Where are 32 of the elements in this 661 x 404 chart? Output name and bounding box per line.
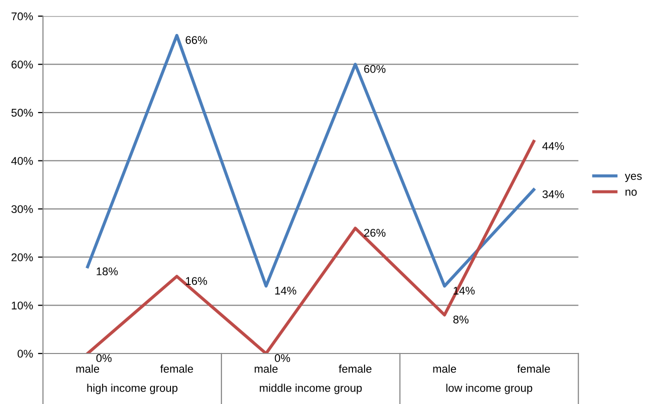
x-tick-label: male [76,364,100,373]
data-label: 26% [364,228,386,237]
y-tick-label: 40% [11,157,33,165]
data-label: 34% [542,190,564,198]
text: low income group [446,384,532,394]
data-label: 44% [542,142,564,150]
data-label: 8% [453,316,469,324]
x-tick-label: female [517,364,550,373]
data-label: 66% [186,36,207,44]
x-tick-label: male [433,364,456,373]
y-tick-label: 60% [12,60,33,68]
text: middle income group [260,384,362,394]
data-label: 60% [364,65,386,73]
legend-label: no [626,190,637,196]
y-tick-label: 20% [12,253,33,262]
x-tick-label: female [160,364,193,373]
line-series [86,140,536,354]
x-tick-label: female [338,364,372,373]
y-tick-label: 70% [12,12,33,20]
data-label: 16% [186,277,207,285]
data-label: 18% [96,267,118,276]
x-tick-label: male [254,364,278,373]
y-tick-label: 0% [18,350,33,358]
y-tick-label: 50% [11,108,33,117]
data-label: 0% [274,354,290,362]
data-label: 0% [96,354,112,362]
line-series [86,34,536,288]
legend-label: yes [624,174,642,182]
data-label: 14% [275,286,296,295]
y-tick-label: 10% [12,302,33,310]
y-tick-label: 30% [11,205,33,214]
text: high income group [87,384,178,394]
